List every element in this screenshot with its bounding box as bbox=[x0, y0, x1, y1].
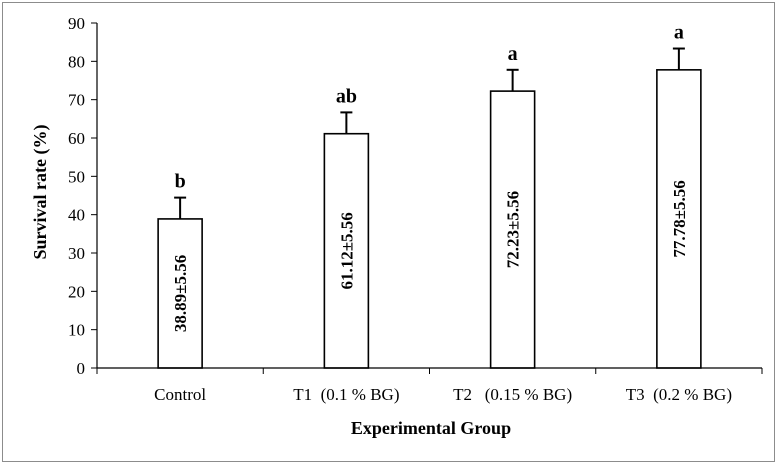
y-tick-label: 60 bbox=[68, 129, 85, 148]
y-tick-label: 90 bbox=[68, 14, 85, 33]
significance-label: ab bbox=[336, 85, 357, 107]
y-axis-title: Survival rate (%) bbox=[30, 125, 51, 260]
bars: b 38.89±5.56 ab 61.12±5.56 a 72.23±5.56 a 77.78… bbox=[157, 22, 702, 369]
x-tick-label: Control bbox=[154, 385, 206, 404]
bar-value-label: 38.89±5.56 bbox=[171, 255, 190, 332]
significance-label: a bbox=[674, 22, 684, 44]
bar bbox=[656, 69, 702, 369]
y-tick-label: 50 bbox=[68, 167, 85, 186]
bar-value-label: 61.12±5.56 bbox=[337, 212, 356, 289]
significance-label: a bbox=[508, 43, 518, 65]
y-tick-label: 40 bbox=[68, 206, 85, 225]
y-tick-label: 80 bbox=[68, 52, 85, 71]
bar-value-label: 77.78±5.56 bbox=[670, 180, 689, 257]
axes bbox=[96, 23, 763, 374]
y-tick-label: 20 bbox=[68, 282, 85, 301]
bar bbox=[323, 132, 370, 369]
bar-value-label: 72.23±5.56 bbox=[504, 191, 523, 268]
y-tick-label: 10 bbox=[68, 321, 85, 340]
significance-label: b bbox=[175, 171, 186, 193]
chart-frame bbox=[2, 2, 775, 462]
y-axis-ticks: 0 10 20 30 40 50 60 70 80 90 bbox=[68, 14, 97, 378]
y-tick-label: 30 bbox=[68, 244, 85, 263]
x-axis-tick-labels: Control T1 (0.1 % BG) T2 (0.15 % BG) T3 (0.… bbox=[154, 385, 732, 404]
y-tick-label: 0 bbox=[77, 359, 86, 378]
x-axis-title: Experimental Group bbox=[351, 418, 511, 438]
bar bbox=[157, 218, 203, 369]
y-tick-label: 70 bbox=[68, 91, 85, 110]
x-tick-label: T1 (0.1 % BG) bbox=[293, 385, 399, 404]
bar bbox=[489, 90, 536, 369]
x-tick-label: T2 (0.15 % BG) bbox=[453, 385, 572, 404]
x-tick-label: T3 (0.2 % BG) bbox=[626, 385, 732, 404]
